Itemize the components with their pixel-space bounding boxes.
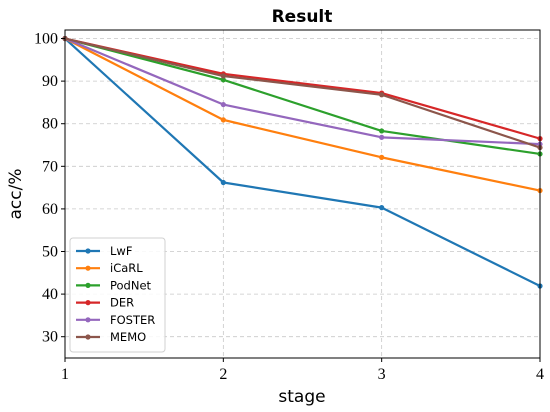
legend: LwF iCaRL PodNet DER FOSTER MEMO [69, 237, 166, 353]
series-icarl [62, 35, 543, 194]
plot-frame [64, 29, 541, 359]
series-line [64, 37, 541, 156]
y-tick-label: 90 [42, 73, 58, 90]
legend-box [69, 237, 166, 353]
data-point [220, 179, 226, 186]
data-point [220, 117, 226, 123]
data-point [379, 134, 385, 140]
y-tick-label: 50 [42, 244, 58, 261]
data-point [379, 154, 385, 160]
series-foster [62, 35, 543, 147]
y-axis-ticks: 30 40 50 60 70 80 90 100 [34, 31, 65, 346]
data-point [220, 101, 226, 108]
y-tick-label: 70 [42, 158, 58, 175]
series-line [64, 37, 541, 192]
x-tick-label: 3 [378, 366, 386, 383]
series-line [64, 37, 541, 287]
legend-label: FOSTER [110, 313, 155, 327]
data-point [379, 205, 385, 211]
plot-series [62, 35, 543, 289]
chart-title: Result [272, 7, 333, 27]
legend-marker [85, 282, 91, 288]
y-tick-label: 80 [42, 116, 58, 133]
series-line [64, 37, 541, 149]
y-tick-label: 40 [42, 286, 58, 303]
x-tick-label: 1 [61, 366, 69, 383]
series-line [64, 37, 541, 146]
legend-marker [85, 300, 91, 306]
x-axis-label: stage [278, 387, 325, 407]
legend-marker [85, 334, 91, 340]
data-point [379, 128, 385, 134]
y-tick-label: 100 [34, 31, 58, 48]
legend-label: iCaRL [110, 261, 143, 275]
legend-marker [85, 248, 91, 254]
data-point [220, 77, 226, 83]
data-point [220, 73, 226, 79]
y-tick-label: 60 [42, 201, 58, 218]
legend-label: PodNet [110, 278, 152, 292]
legend-label: DER [110, 296, 134, 310]
x-tick-label: 4 [536, 366, 544, 383]
legend-label: LwF [110, 244, 132, 258]
x-axis-ticks: 1 2 3 4 [61, 358, 544, 383]
legend-marker [85, 265, 91, 271]
data-point [379, 92, 385, 98]
y-tick-label: 30 [42, 329, 58, 346]
x-tick-label: 2 [219, 366, 227, 383]
legend-marker [85, 317, 91, 323]
y-axis-label: acc/% [6, 169, 26, 220]
legend-label: MEMO [110, 330, 146, 344]
